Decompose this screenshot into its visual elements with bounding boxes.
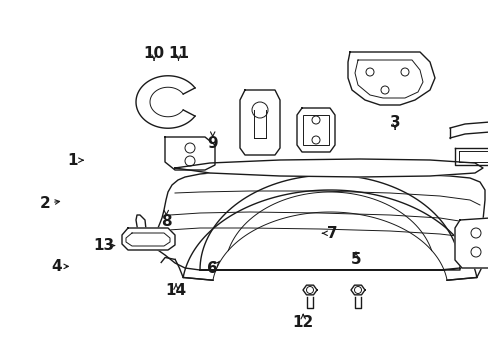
Polygon shape bbox=[350, 285, 364, 295]
Text: 2: 2 bbox=[40, 196, 50, 211]
Bar bbox=[303, 115, 328, 145]
Text: 5: 5 bbox=[350, 252, 361, 267]
Text: 4: 4 bbox=[51, 259, 61, 274]
Polygon shape bbox=[347, 52, 434, 105]
Text: 14: 14 bbox=[165, 283, 186, 298]
Polygon shape bbox=[122, 228, 175, 250]
Text: 13: 13 bbox=[93, 238, 115, 253]
Text: 8: 8 bbox=[161, 214, 171, 229]
Text: 9: 9 bbox=[207, 136, 218, 152]
Polygon shape bbox=[164, 137, 215, 170]
Text: 10: 10 bbox=[143, 46, 164, 61]
Polygon shape bbox=[175, 159, 482, 177]
Text: 1: 1 bbox=[67, 153, 78, 168]
Text: 12: 12 bbox=[292, 315, 313, 330]
Polygon shape bbox=[303, 285, 316, 295]
Polygon shape bbox=[454, 218, 488, 268]
Polygon shape bbox=[136, 76, 195, 128]
Text: 7: 7 bbox=[326, 226, 337, 241]
Text: 3: 3 bbox=[389, 115, 400, 130]
Polygon shape bbox=[240, 90, 280, 155]
Text: 11: 11 bbox=[168, 46, 188, 61]
Polygon shape bbox=[449, 122, 488, 138]
Polygon shape bbox=[454, 148, 488, 165]
Polygon shape bbox=[296, 108, 334, 152]
Text: 6: 6 bbox=[207, 261, 218, 276]
